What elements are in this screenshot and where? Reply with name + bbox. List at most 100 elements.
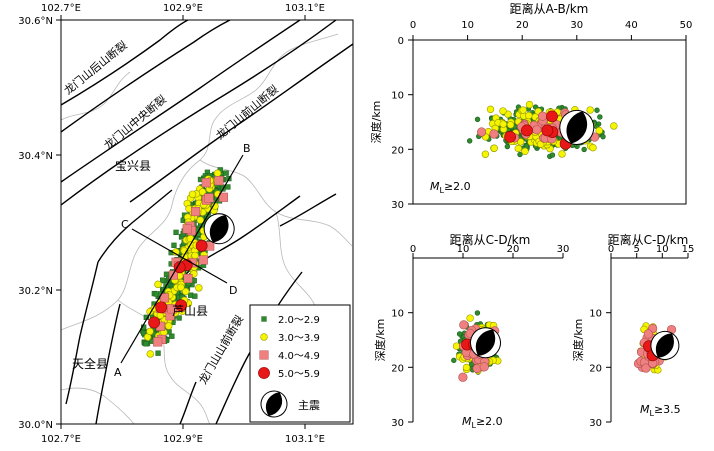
county-label-baoxing: 宝兴县 bbox=[115, 159, 151, 173]
magnitude-subscript: L bbox=[650, 409, 655, 418]
event-grade1 bbox=[171, 242, 177, 248]
section-cd2-xtick-label: 15 bbox=[682, 244, 695, 255]
beachball bbox=[559, 109, 595, 145]
event-grade2 bbox=[452, 342, 461, 350]
event-grade3 bbox=[167, 304, 177, 314]
legend-label: 主震 bbox=[298, 399, 320, 412]
fault-line bbox=[129, 43, 353, 203]
section-ab-ytick-label: 10 bbox=[391, 91, 404, 102]
event-grade1 bbox=[173, 229, 179, 236]
magnitude-subscript: L bbox=[472, 421, 477, 430]
magnitude-threshold: ≥2.0 bbox=[476, 415, 503, 428]
event-grade2 bbox=[525, 111, 533, 120]
section-cd1-ytick-label: 10 bbox=[391, 309, 404, 320]
county-boundary bbox=[61, 71, 131, 121]
event-grade3 bbox=[489, 129, 499, 139]
section-cd2-xtick-label: 10 bbox=[656, 244, 669, 255]
county-label-tianquan: 天全县 bbox=[72, 356, 108, 371]
section-cd2-events bbox=[633, 322, 680, 374]
section-cd2-magnitude: ML≥3.5 bbox=[640, 403, 681, 418]
event-grade4 bbox=[541, 124, 554, 137]
section-ab-events bbox=[466, 100, 618, 160]
fault-line bbox=[61, 20, 189, 106]
event-grade1 bbox=[581, 146, 587, 153]
event-grade2 bbox=[165, 322, 173, 330]
legend-label: 2.0～2.9 bbox=[278, 315, 320, 326]
event-grade1 bbox=[261, 316, 267, 322]
event-grade1 bbox=[163, 271, 170, 277]
profile-label-a: A bbox=[114, 366, 122, 379]
map-ytick: 30.4°N bbox=[18, 151, 53, 162]
event-grade2 bbox=[154, 280, 162, 289]
section-ab-xtick-label: 30 bbox=[570, 20, 583, 31]
event-grade4 bbox=[173, 261, 186, 274]
event-grade2 bbox=[481, 150, 490, 158]
event-grade3 bbox=[214, 176, 224, 186]
event-grade2 bbox=[188, 190, 197, 198]
map-ticks bbox=[56, 15, 306, 429]
event-grade4 bbox=[195, 239, 208, 252]
fault-line bbox=[61, 20, 301, 183]
fault-line bbox=[95, 303, 121, 424]
event-grade3 bbox=[479, 362, 489, 372]
event-grade1 bbox=[153, 291, 159, 297]
map-events bbox=[140, 167, 232, 358]
map-xtick-top: 102.9°E bbox=[163, 3, 203, 14]
event-grade3 bbox=[160, 293, 170, 303]
section-ab-tick-labels: 0 10 20 30 40 50 0 10 20 30 bbox=[391, 20, 692, 211]
section-cd1-ylabel: 深度/km bbox=[373, 319, 387, 362]
map-tick-labels: 102.7°E 102.9°E 103.1°E 102.7°E 102.9°E … bbox=[18, 3, 325, 445]
section-cd2-tick-labels: 0 5 10 15 10 20 30 bbox=[589, 244, 694, 429]
event-grade3 bbox=[183, 273, 193, 284]
event-grade1 bbox=[223, 170, 229, 176]
event-grade2 bbox=[213, 169, 222, 177]
event-grade1 bbox=[451, 357, 457, 364]
section-cd1-tick-labels: 0 10 20 30 10 20 30 bbox=[391, 244, 569, 429]
event-grade1 bbox=[160, 277, 166, 283]
section-ab-xtick-label: 0 bbox=[410, 20, 416, 31]
beachball bbox=[203, 213, 235, 245]
magnitude-symbol: M bbox=[430, 180, 440, 193]
event-grade3 bbox=[201, 178, 211, 188]
event-grade4 bbox=[258, 367, 270, 379]
magnitude-threshold: ≥2.0 bbox=[444, 180, 471, 193]
beachball bbox=[260, 390, 288, 418]
section-cd1-xtick-label: 20 bbox=[507, 244, 520, 255]
event-grade3 bbox=[204, 193, 214, 203]
magnitude-threshold: ≥3.5 bbox=[654, 403, 681, 416]
section-ab-xtick-label: 50 bbox=[680, 20, 693, 31]
section-ab-ytick-label: 0 bbox=[398, 36, 404, 47]
event-grade2 bbox=[195, 284, 203, 292]
legend-label: 3.0～3.9 bbox=[278, 333, 320, 344]
legend-symbols bbox=[258, 316, 288, 418]
event-grade3 bbox=[459, 320, 469, 330]
event-grade1 bbox=[225, 184, 231, 190]
section-cd1-ytick-label: 30 bbox=[391, 418, 404, 429]
section-cd2-ylabel: 深度/km bbox=[571, 319, 585, 362]
section-ab-ytick-label: 20 bbox=[391, 145, 404, 156]
event-grade1 bbox=[155, 350, 161, 356]
event-grade2 bbox=[191, 251, 199, 260]
event-grade2 bbox=[519, 106, 527, 114]
event-grade2 bbox=[196, 216, 205, 224]
fault-label-front: 龙门山前山断裂 bbox=[213, 82, 281, 142]
map-xtick-bottom: 102.9°E bbox=[163, 434, 203, 445]
event-grade2 bbox=[595, 126, 603, 135]
event-grade1 bbox=[192, 293, 198, 299]
beachball-quadrant bbox=[475, 329, 496, 356]
section-cd1-xtick-label: 10 bbox=[457, 244, 470, 255]
legend-label: 5.0～5.9 bbox=[278, 369, 320, 380]
event-grade3 bbox=[259, 350, 269, 360]
event-grade2 bbox=[610, 122, 618, 130]
fault-label-central: 龙门山中央断裂 bbox=[101, 92, 169, 152]
section-cd2-xtick-label: 5 bbox=[634, 244, 640, 255]
map-panel: 龙门山后山断裂 龙门山中央断裂 龙门山前山断裂 龙门山山前断裂 宝兴县 芦山县 … bbox=[18, 3, 354, 445]
event-grade1 bbox=[594, 107, 600, 113]
event-grade2 bbox=[462, 363, 471, 372]
section-cd2: 距离从C-D/km 0 5 10 15 10 20 30 深度/km ML≥3.… bbox=[571, 232, 694, 429]
section-cd1-ytick-label: 20 bbox=[391, 363, 404, 374]
fault-line bbox=[65, 261, 99, 405]
event-grade1 bbox=[504, 143, 511, 150]
event-grade1 bbox=[466, 138, 473, 144]
